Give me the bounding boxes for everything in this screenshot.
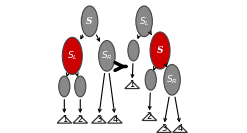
Ellipse shape xyxy=(136,6,152,37)
Ellipse shape xyxy=(81,6,98,37)
Ellipse shape xyxy=(75,76,86,97)
Ellipse shape xyxy=(62,37,82,74)
Ellipse shape xyxy=(99,41,115,71)
Text: $S_L$: $S_L$ xyxy=(67,50,78,62)
Text: $S_R$: $S_R$ xyxy=(101,50,113,62)
Text: 4: 4 xyxy=(112,115,118,124)
Text: 4: 4 xyxy=(177,124,183,133)
Text: 2: 2 xyxy=(147,112,152,121)
Text: 2: 2 xyxy=(78,115,83,124)
Ellipse shape xyxy=(128,40,139,61)
Text: S: S xyxy=(157,46,163,55)
Text: $S_L$: $S_L$ xyxy=(139,15,149,28)
Text: 1: 1 xyxy=(129,80,135,90)
Ellipse shape xyxy=(164,65,180,95)
Ellipse shape xyxy=(150,32,170,69)
Text: 3: 3 xyxy=(96,115,102,124)
Text: $S_R$: $S_R$ xyxy=(166,74,178,86)
Text: 3: 3 xyxy=(161,124,167,133)
Text: S: S xyxy=(86,17,93,26)
Text: 1: 1 xyxy=(62,115,67,124)
Ellipse shape xyxy=(59,76,70,97)
Ellipse shape xyxy=(145,69,156,90)
